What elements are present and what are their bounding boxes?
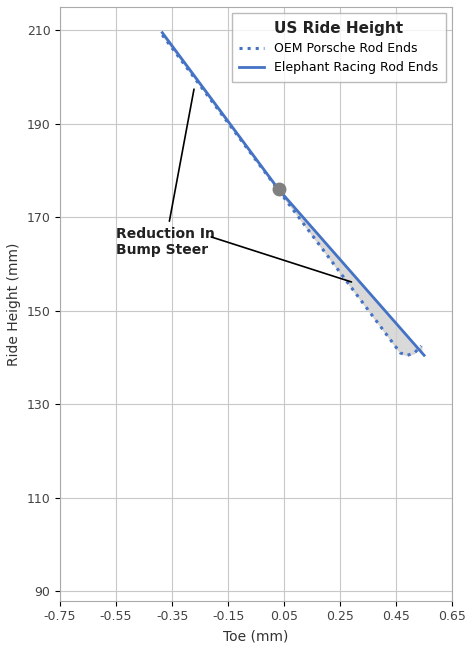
OEM Porsche Rod Ends [307,227,312,235]
OEM Porsche Rod Ends [209,97,214,105]
Line: Elephant Racing Rod Ends: Elephant Racing Rod Ends [279,189,424,356]
OEM Porsche Rod Ends [201,87,207,95]
OEM Porsche Rod Ends [321,246,326,254]
OEM Porsche Rod Ends [194,78,200,86]
OEM Porsche Rod Ends [314,237,319,244]
OEM Porsche Rod Ends [279,190,284,198]
OEM Porsche Rod Ends [356,293,361,301]
OEM Porsche Rod Ends [244,143,249,151]
OEM Porsche Rod Ends [166,40,172,48]
Elephant Racing Rod Ends [276,185,281,193]
Line: OEM Porsche Rod Ends: OEM Porsche Rod Ends [162,35,421,356]
OEM Porsche Rod Ends [327,255,333,263]
OEM Porsche Rod Ends [334,265,340,273]
OEM Porsche Rod Ends [404,352,410,359]
OEM Porsche Rod Ends [174,50,179,58]
OEM Porsche Rod Ends [257,162,263,170]
OEM Porsche Rod Ends [187,68,193,76]
OEM Porsche Rod Ends [159,31,165,39]
OEM Porsche Rod Ends [397,349,403,357]
OEM Porsche Rod Ends [181,59,186,67]
Text: Reduction In
Bump Steer: Reduction In Bump Steer [116,89,215,257]
OEM Porsche Rod Ends [286,200,291,207]
OEM Porsche Rod Ends [384,330,389,338]
OEM Porsche Rod Ends [251,153,256,161]
OEM Porsche Rod Ends [222,115,228,123]
Legend: OEM Porsche Rod Ends, Elephant Racing Rod Ends: OEM Porsche Rod Ends, Elephant Racing Ro… [232,13,446,82]
OEM Porsche Rod Ends [349,283,354,291]
OEM Porsche Rod Ends [264,172,270,179]
Y-axis label: Ride Height (mm): Ride Height (mm) [7,242,21,365]
OEM Porsche Rod Ends [229,125,235,133]
OEM Porsche Rod Ends [391,340,396,348]
OEM Porsche Rod Ends [292,209,298,216]
OEM Porsche Rod Ends [412,349,417,357]
OEM Porsche Rod Ends [362,302,368,310]
OEM Porsche Rod Ends [216,106,221,114]
Elephant Racing Rod Ends [421,352,427,359]
X-axis label: Toe (mm): Toe (mm) [223,629,289,643]
OEM Porsche Rod Ends [342,274,347,282]
OEM Porsche Rod Ends [419,342,424,350]
OEM Porsche Rod Ends [236,134,242,142]
OEM Porsche Rod Ends [377,321,382,329]
OEM Porsche Rod Ends [272,181,277,188]
OEM Porsche Rod Ends [369,311,375,319]
OEM Porsche Rod Ends [299,218,305,226]
